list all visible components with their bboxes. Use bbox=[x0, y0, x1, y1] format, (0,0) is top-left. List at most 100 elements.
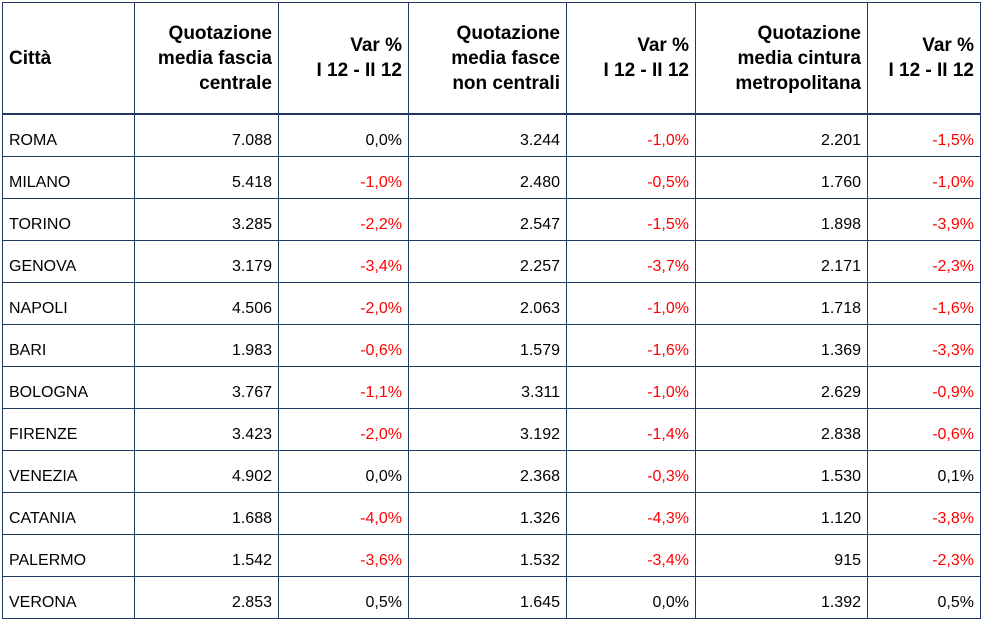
city-cell: NAPOLI bbox=[2, 281, 135, 325]
value-cell: 1.392 bbox=[695, 575, 868, 619]
value-cell: -3,9% bbox=[867, 197, 981, 241]
table-row: BOLOGNA 3.767 -1,1% 3.311 -1,0% 2.629 -0,9% bbox=[2, 365, 981, 409]
value-cell: 3.285 bbox=[134, 197, 279, 241]
value-cell: -2,3% bbox=[867, 239, 981, 283]
value-cell: 2.063 bbox=[408, 281, 567, 325]
value-cell: -3,6% bbox=[278, 533, 409, 577]
value-cell: 2.201 bbox=[695, 113, 868, 157]
value-cell: 3.244 bbox=[408, 113, 567, 157]
value-cell: 1.760 bbox=[695, 155, 868, 199]
value-cell: -0,9% bbox=[867, 365, 981, 409]
value-cell: -1,5% bbox=[867, 113, 981, 157]
value-cell: 2.853 bbox=[134, 575, 279, 619]
value-cell: 3.192 bbox=[408, 407, 567, 451]
header-cell: Var % I 12 - II 12 bbox=[566, 2, 696, 115]
header-cell: Var % I 12 - II 12 bbox=[867, 2, 981, 115]
table-row: CATANIA 1.688 -4,0% 1.326 -4,3% 1.120 -3,8% bbox=[2, 491, 981, 535]
value-cell: 0,0% bbox=[278, 449, 409, 493]
city-cell: PALERMO bbox=[2, 533, 135, 577]
value-cell: 2.257 bbox=[408, 239, 567, 283]
city-cell: MILANO bbox=[2, 155, 135, 199]
value-cell: -1,0% bbox=[566, 365, 696, 409]
value-cell: 1.530 bbox=[695, 449, 868, 493]
value-cell: -1,4% bbox=[566, 407, 696, 451]
value-cell: 0,0% bbox=[278, 113, 409, 157]
value-cell: 0,5% bbox=[278, 575, 409, 619]
value-cell: -2,2% bbox=[278, 197, 409, 241]
value-cell: 0,5% bbox=[867, 575, 981, 619]
value-cell: -1,6% bbox=[566, 323, 696, 367]
table-row: BARI 1.983 -0,6% 1.579 -1,6% 1.369 -3,3% bbox=[2, 323, 981, 367]
value-cell: 3.311 bbox=[408, 365, 567, 409]
value-cell: 7.088 bbox=[134, 113, 279, 157]
city-cell: CATANIA bbox=[2, 491, 135, 535]
value-cell: -0,3% bbox=[566, 449, 696, 493]
value-cell: -3,8% bbox=[867, 491, 981, 535]
header-cell: Quotazione media fascia centrale bbox=[134, 2, 279, 115]
city-cell: BOLOGNA bbox=[2, 365, 135, 409]
value-cell: -2,0% bbox=[278, 407, 409, 451]
value-cell: 1.542 bbox=[134, 533, 279, 577]
value-cell: 2.547 bbox=[408, 197, 567, 241]
value-cell: -1,1% bbox=[278, 365, 409, 409]
value-cell: -1,0% bbox=[566, 113, 696, 157]
value-cell: 1.579 bbox=[408, 323, 567, 367]
value-cell: -2,0% bbox=[278, 281, 409, 325]
value-cell: -1,5% bbox=[566, 197, 696, 241]
value-cell: 1.983 bbox=[134, 323, 279, 367]
table-row: FIRENZE 3.423 -2,0% 3.192 -1,4% 2.838 -0,6% bbox=[2, 407, 981, 451]
value-cell: 1.120 bbox=[695, 491, 868, 535]
city-cell: FIRENZE bbox=[2, 407, 135, 451]
city-cell: TORINO bbox=[2, 197, 135, 241]
value-cell: 3.179 bbox=[134, 239, 279, 283]
value-cell: 5.418 bbox=[134, 155, 279, 199]
value-cell: -1,0% bbox=[278, 155, 409, 199]
city-cell: BARI bbox=[2, 323, 135, 367]
table-row: NAPOLI 4.506 -2,0% 2.063 -1,0% 1.718 -1,6% bbox=[2, 281, 981, 325]
value-cell: -4,3% bbox=[566, 491, 696, 535]
city-cell: GENOVA bbox=[2, 239, 135, 283]
value-cell: 1.898 bbox=[695, 197, 868, 241]
value-cell: 2.838 bbox=[695, 407, 868, 451]
table-row: GENOVA 3.179 -3,4% 2.257 -3,7% 2.171 -2,3% bbox=[2, 239, 981, 283]
value-cell: -4,0% bbox=[278, 491, 409, 535]
header-cell: Quotazione media fasce non centrali bbox=[408, 2, 567, 115]
value-cell: 0,1% bbox=[867, 449, 981, 493]
value-cell: -0,6% bbox=[867, 407, 981, 451]
table-row: TORINO 3.285 -2,2% 2.547 -1,5% 1.898 -3,9% bbox=[2, 197, 981, 241]
value-cell: -0,5% bbox=[566, 155, 696, 199]
value-cell: -0,6% bbox=[278, 323, 409, 367]
value-cell: 2.171 bbox=[695, 239, 868, 283]
city-cell: ROMA bbox=[2, 113, 135, 157]
city-cell: VENEZIA bbox=[2, 449, 135, 493]
value-cell: 1.645 bbox=[408, 575, 567, 619]
value-cell: 2.480 bbox=[408, 155, 567, 199]
header-cell: Quotazione media cintura metropolitana bbox=[695, 2, 868, 115]
table-row: VERONA 2.853 0,5% 1.645 0,0% 1.392 0,5% bbox=[2, 575, 981, 619]
value-cell: 2.368 bbox=[408, 449, 567, 493]
value-cell: 4.506 bbox=[134, 281, 279, 325]
value-cell: 1.326 bbox=[408, 491, 567, 535]
value-cell: -3,3% bbox=[867, 323, 981, 367]
value-cell: -2,3% bbox=[867, 533, 981, 577]
value-cell: -3,4% bbox=[566, 533, 696, 577]
value-cell: -1,0% bbox=[867, 155, 981, 199]
value-cell: 1.532 bbox=[408, 533, 567, 577]
table-row: PALERMO 1.542 -3,6% 1.532 -3,4% 915 -2,3% bbox=[2, 533, 981, 577]
value-cell: 2.629 bbox=[695, 365, 868, 409]
value-cell: -1,0% bbox=[566, 281, 696, 325]
value-cell: 4.902 bbox=[134, 449, 279, 493]
value-cell: 3.423 bbox=[134, 407, 279, 451]
header-row: Città Quotazione media fascia centrale Var… bbox=[2, 2, 981, 115]
table-row: VENEZIA 4.902 0,0% 2.368 -0,3% 1.530 0,1% bbox=[2, 449, 981, 493]
value-cell: 915 bbox=[695, 533, 868, 577]
value-cell: 0,0% bbox=[566, 575, 696, 619]
table-body: ROMA 7.088 0,0% 3.244 -1,0% 2.201 -1,5% MILANO 5… bbox=[2, 113, 981, 619]
header-cell: Var % I 12 - II 12 bbox=[278, 2, 409, 115]
value-cell: 1.718 bbox=[695, 281, 868, 325]
table-row: ROMA 7.088 0,0% 3.244 -1,0% 2.201 -1,5% bbox=[2, 113, 981, 157]
value-cell: -3,4% bbox=[278, 239, 409, 283]
value-cell: -1,6% bbox=[867, 281, 981, 325]
price-table: Città Quotazione media fascia centrale Var… bbox=[2, 2, 981, 619]
